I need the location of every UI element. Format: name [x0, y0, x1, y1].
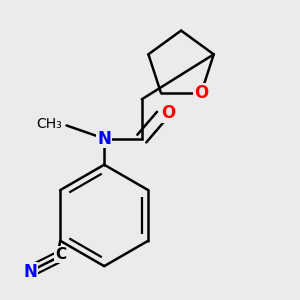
Text: N: N [24, 263, 38, 281]
Text: N: N [97, 130, 111, 148]
Text: O: O [161, 104, 175, 122]
Text: C: C [55, 247, 66, 262]
Text: O: O [194, 84, 208, 102]
Text: CH₃: CH₃ [36, 117, 62, 131]
